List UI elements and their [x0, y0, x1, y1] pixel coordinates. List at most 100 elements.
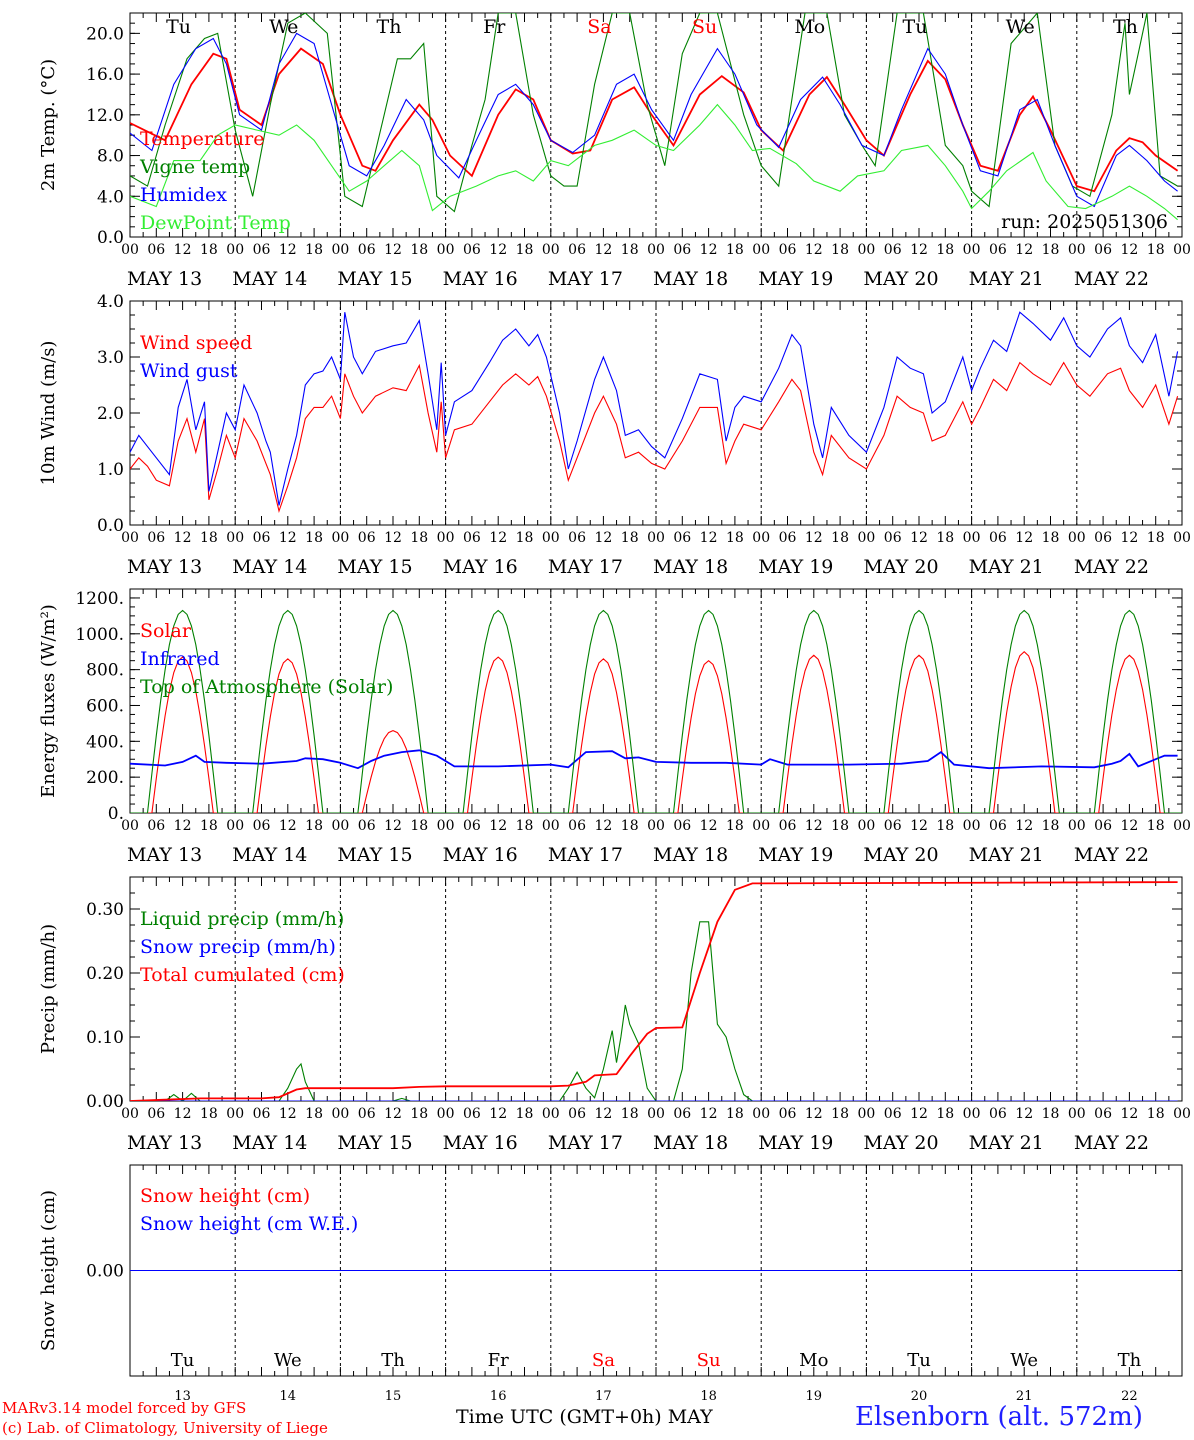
day-number-label: 16 — [490, 1389, 507, 1404]
hour-tick-label: 00 — [121, 242, 139, 258]
hour-tick-label: 06 — [463, 530, 481, 546]
hour-tick-label: 18 — [410, 530, 428, 546]
date-label: MAY 20 — [863, 556, 938, 578]
panel-1 — [129, 12, 1183, 238]
hour-tick-label: 12 — [700, 818, 718, 834]
weekday-label: Fr — [483, 16, 506, 38]
hour-tick-label: 06 — [568, 530, 586, 546]
hour-tick-label: 12 — [174, 818, 192, 834]
hour-tick-label: 18 — [410, 1106, 428, 1122]
legend-entry: Top of Atmosphere (Solar) — [140, 676, 393, 698]
hour-tick-label: 06 — [568, 1106, 586, 1122]
weekday-label: Su — [692, 16, 717, 38]
date-label: MAY 13 — [127, 1132, 202, 1154]
hour-tick-label: 00 — [1173, 818, 1191, 834]
day-number-label: 19 — [806, 1389, 823, 1404]
run-label: run: 2025051306 — [1001, 211, 1168, 233]
legend-entry: Humidex — [140, 184, 227, 206]
hour-tick-label: 00 — [542, 242, 560, 258]
hour-tick-label: 12 — [384, 242, 402, 258]
hour-tick-label: 06 — [1094, 530, 1112, 546]
date-label: MAY 21 — [969, 1132, 1044, 1154]
date-label: MAY 16 — [443, 556, 518, 578]
hour-tick-label: 06 — [1094, 242, 1112, 258]
hour-tick-label: 12 — [279, 530, 297, 546]
legend-entry: Total cumulated (cm) — [140, 964, 345, 986]
legend-entry: Snow height (cm) — [140, 1185, 310, 1207]
y-tick-label: 4.0 — [97, 187, 124, 207]
hour-tick-label: 12 — [174, 530, 192, 546]
panel-5 — [129, 1164, 1183, 1377]
hour-tick-label: 18 — [200, 1106, 218, 1122]
hour-tick-label: 00 — [331, 242, 349, 258]
day-number-label: 17 — [595, 1389, 612, 1404]
hour-tick-label: 12 — [1015, 530, 1033, 546]
series-humidex — [130, 32, 1178, 208]
series-wind-speed — [130, 361, 1179, 513]
hour-tick-label: 00 — [1173, 530, 1191, 546]
hour-tick-label: 00 — [121, 818, 139, 834]
hour-tick-label: 06 — [884, 1106, 902, 1122]
hour-tick-label: 06 — [884, 530, 902, 546]
hour-tick-label: 06 — [673, 530, 691, 546]
hour-tick-label: 00 — [542, 530, 560, 546]
weekday-label: We — [269, 16, 298, 38]
y-tick-label: 800. — [86, 661, 124, 681]
plot-frame — [129, 588, 1183, 814]
series-dewpoint-temp — [130, 103, 1178, 221]
y-axis-title: 10m Wind (m/s) — [38, 341, 59, 486]
day-number-label: 13 — [174, 1389, 191, 1404]
y-axis-title: Energy fluxes (W/m²) — [38, 604, 59, 798]
hour-tick-label: 00 — [963, 530, 981, 546]
hour-tick-label: 18 — [410, 242, 428, 258]
day-number-label: 22 — [1121, 1389, 1138, 1404]
hour-tick-label: 06 — [463, 242, 481, 258]
hour-tick-label: 00 — [647, 1106, 665, 1122]
date-label: MAY 13 — [127, 844, 202, 866]
hour-tick-label: 06 — [253, 818, 271, 834]
hour-tick-label: 00 — [437, 242, 455, 258]
hour-tick-label: 06 — [884, 242, 902, 258]
hour-tick-label: 12 — [805, 1106, 823, 1122]
hour-tick-label: 12 — [1015, 242, 1033, 258]
hour-tick-label: 06 — [989, 1106, 1007, 1122]
time-axis-label: Time UTC (GMT+0h) MAY — [456, 1406, 713, 1428]
hour-tick-label: 18 — [200, 818, 218, 834]
weekday-label: Tu — [903, 16, 928, 38]
hour-tick-label: 06 — [884, 818, 902, 834]
hour-tick-label: 12 — [805, 530, 823, 546]
y-tick-label: 0.0 — [97, 516, 124, 536]
date-label: MAY 18 — [653, 268, 728, 290]
y-tick-label: 600. — [86, 696, 124, 716]
date-label: MAY 15 — [337, 844, 412, 866]
hour-tick-label: 12 — [700, 1106, 718, 1122]
date-label: MAY 14 — [232, 1132, 307, 1154]
hour-tick-label: 12 — [279, 1106, 297, 1122]
hour-tick-label: 18 — [200, 530, 218, 546]
hour-tick-label: 00 — [1068, 530, 1086, 546]
hour-tick-label: 06 — [673, 242, 691, 258]
hour-tick-label: 06 — [358, 242, 376, 258]
date-label: MAY 15 — [337, 1132, 412, 1154]
hour-tick-label: 12 — [489, 242, 507, 258]
hour-tick-label: 18 — [1042, 818, 1060, 834]
hour-tick-label: 00 — [647, 242, 665, 258]
y-tick-label: 0.10 — [86, 1028, 124, 1048]
hour-tick-label: 00 — [1173, 1106, 1191, 1122]
date-label: MAY 22 — [1074, 1132, 1149, 1154]
y-tick-label: 8.0 — [97, 147, 124, 167]
hour-tick-label: 18 — [1147, 242, 1165, 258]
weekday-label: Mo — [794, 16, 825, 38]
hour-tick-label: 18 — [305, 1106, 323, 1122]
date-label: MAY 17 — [548, 556, 623, 578]
y-tick-label: 400. — [86, 732, 124, 752]
hour-tick-label: 00 — [857, 530, 875, 546]
date-label: MAY 20 — [863, 268, 938, 290]
hour-tick-label: 18 — [936, 818, 954, 834]
plot-frame — [129, 300, 1183, 526]
legend-entry: Snow precip (mm/h) — [140, 936, 336, 958]
date-label: MAY 21 — [969, 844, 1044, 866]
hour-tick-label: 06 — [989, 818, 1007, 834]
hour-tick-label: 12 — [384, 818, 402, 834]
